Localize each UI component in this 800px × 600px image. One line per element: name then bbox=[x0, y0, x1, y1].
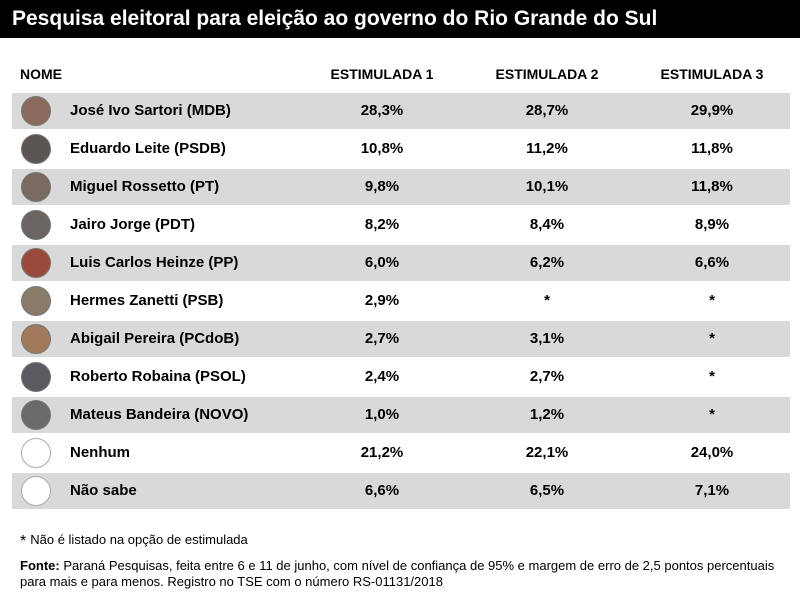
poll-value: 2,9% bbox=[364, 292, 400, 309]
poll-value: 28,7% bbox=[525, 102, 569, 119]
poll-value: 6,2% bbox=[529, 254, 565, 271]
avatar bbox=[21, 438, 51, 468]
table-row: Jairo Jorge (PDT) 8,2% 8,4% 8,9% bbox=[12, 207, 790, 243]
avatar bbox=[21, 210, 51, 240]
poll-value: 24,0% bbox=[690, 444, 734, 461]
table-row: Não sabe 6,6% 6,5% 7,1% bbox=[12, 473, 790, 509]
poll-value: 6,0% bbox=[364, 254, 400, 271]
table-row: Mateus Bandeira (NOVO) 1,0% 1,2% * bbox=[12, 397, 790, 433]
column-header: ESTIMULADA 2 bbox=[495, 66, 599, 82]
poll-value: 21,2% bbox=[360, 444, 404, 461]
poll-value: 1,2% bbox=[529, 406, 565, 423]
poll-value: 29,9% bbox=[690, 102, 734, 119]
candidate-name: Jairo Jorge (PDT) bbox=[70, 216, 196, 233]
poll-value: 6,6% bbox=[364, 482, 400, 499]
avatar bbox=[21, 134, 51, 164]
candidate-name: Mateus Bandeira (NOVO) bbox=[70, 406, 249, 423]
candidate-name: Não sabe bbox=[70, 482, 137, 499]
avatar bbox=[21, 286, 51, 316]
footnote-text: Não é listado na opção de estimulada bbox=[30, 532, 248, 547]
poll-value: 10,1% bbox=[525, 178, 569, 195]
candidate-name: Eduardo Leite (PSDB) bbox=[70, 140, 226, 157]
footnote: * Não é listado na opção de estimulada bbox=[20, 532, 248, 551]
poll-value: * bbox=[544, 292, 550, 309]
poll-value: 28,3% bbox=[360, 102, 404, 119]
avatar bbox=[21, 96, 51, 126]
column-header: NOME bbox=[20, 66, 62, 82]
candidate-name: Luis Carlos Heinze (PP) bbox=[70, 254, 239, 271]
poll-value: 11,8% bbox=[691, 140, 733, 157]
table-row: Nenhum 21,2% 22,1% 24,0% bbox=[12, 435, 790, 471]
poll-value: * bbox=[709, 292, 715, 309]
table-row: Eduardo Leite (PSDB) 10,8% 11,2% 11,8% bbox=[12, 131, 790, 167]
poll-value: 7,1% bbox=[694, 482, 730, 499]
table-row: Miguel Rossetto (PT) 9,8% 10,1% 11,8% bbox=[12, 169, 790, 205]
table-row: Roberto Robaina (PSOL) 2,4% 2,7% * bbox=[12, 359, 790, 395]
avatar bbox=[21, 476, 51, 506]
footnote-mark: * bbox=[20, 533, 27, 550]
title: Pesquisa eleitoral para eleição ao gover… bbox=[0, 0, 800, 38]
poll-value: 3,1% bbox=[529, 330, 565, 347]
poll-value: 2,4% bbox=[364, 368, 400, 385]
poll-value: 8,2% bbox=[364, 216, 400, 233]
poll-value: 8,4% bbox=[529, 216, 565, 233]
avatar bbox=[21, 324, 51, 354]
poll-value: 2,7% bbox=[529, 368, 565, 385]
source-text: Paraná Pesquisas, feita entre 6 e 11 de … bbox=[20, 558, 775, 589]
poll-value: 6,6% bbox=[694, 254, 730, 271]
candidate-name: Nenhum bbox=[70, 444, 130, 461]
poll-value: 6,5% bbox=[529, 482, 565, 499]
poll-value: 10,8% bbox=[360, 140, 404, 157]
poll-value: 9,8% bbox=[364, 178, 400, 195]
poll-value: 1,0% bbox=[364, 406, 400, 423]
source: Fonte: Paraná Pesquisas, feita entre 6 e… bbox=[20, 558, 790, 590]
candidate-name: Abigail Pereira (PCdoB) bbox=[70, 330, 240, 347]
poll-value: * bbox=[709, 368, 715, 385]
candidate-name: Roberto Robaina (PSOL) bbox=[70, 368, 246, 385]
avatar bbox=[21, 248, 51, 278]
avatar bbox=[21, 172, 51, 202]
column-header: ESTIMULADA 3 bbox=[660, 66, 764, 82]
poll-value: 22,1% bbox=[525, 444, 569, 461]
poll-value: 11,2% bbox=[526, 140, 568, 157]
avatar bbox=[21, 400, 51, 430]
avatar bbox=[21, 362, 51, 392]
table-row: José Ivo Sartori (MDB) 28,3% 28,7% 29,9% bbox=[12, 93, 790, 129]
source-label: Fonte: bbox=[20, 558, 60, 573]
table-row: Hermes Zanetti (PSB) 2,9% * * bbox=[12, 283, 790, 319]
poll-value: * bbox=[709, 330, 715, 347]
poll-value: 8,9% bbox=[694, 216, 730, 233]
candidate-name: Miguel Rossetto (PT) bbox=[70, 178, 220, 195]
candidate-name: Hermes Zanetti (PSB) bbox=[70, 292, 224, 309]
column-header: ESTIMULADA 1 bbox=[330, 66, 434, 82]
poll-value: 11,8% bbox=[691, 178, 733, 195]
poll-value: * bbox=[709, 406, 715, 423]
poll-value: 2,7% bbox=[364, 330, 400, 347]
candidate-name: José Ivo Sartori (MDB) bbox=[70, 102, 231, 119]
table-row: Luis Carlos Heinze (PP) 6,0% 6,2% 6,6% bbox=[12, 245, 790, 281]
table-row: Abigail Pereira (PCdoB) 2,7% 3,1% * bbox=[12, 321, 790, 357]
